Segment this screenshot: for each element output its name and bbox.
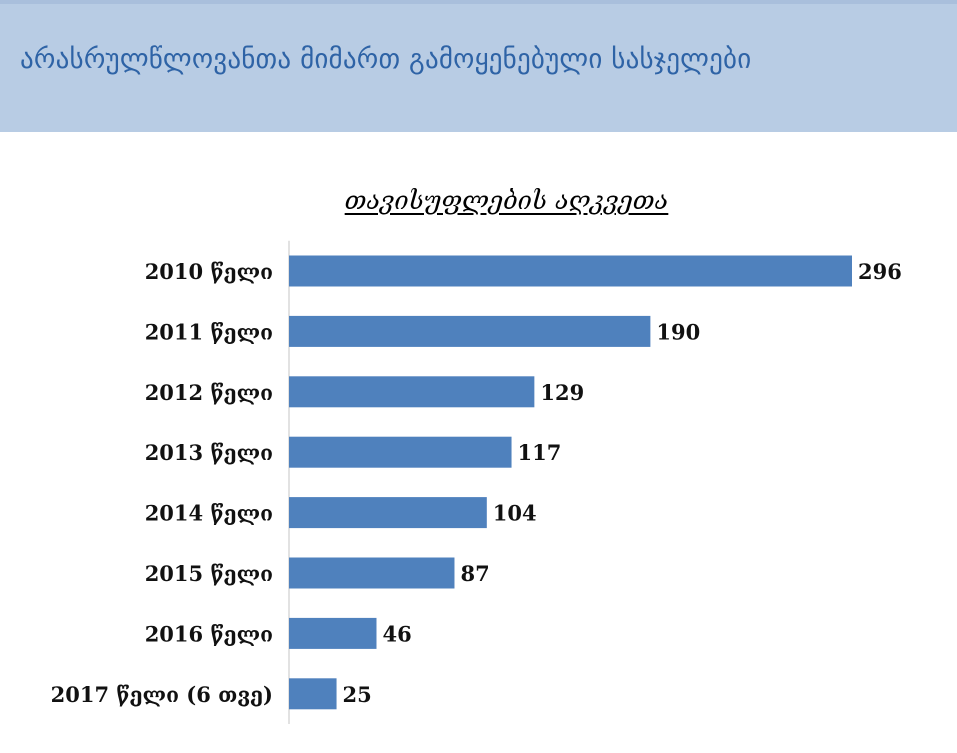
header-band <box>0 0 957 132</box>
bar <box>289 617 377 649</box>
bar <box>289 436 512 468</box>
category-label: 2010 წელი <box>145 259 273 284</box>
category-label: 2012 წელი <box>145 380 273 405</box>
value-label: 117 <box>518 440 562 465</box>
category-label: 2011 წელი <box>145 319 273 344</box>
bars-group: 2010 წელი 296 2011 წელი 190 2012 წელი 129 2013… <box>51 255 902 710</box>
category-label: 2014 წელი <box>145 501 273 526</box>
category-label: 2015 წელი <box>145 561 273 586</box>
bar <box>289 497 487 529</box>
bar <box>289 315 651 347</box>
value-label: 296 <box>858 259 902 284</box>
bar <box>289 678 337 710</box>
value-label: 46 <box>382 621 411 646</box>
value-label: 25 <box>343 682 372 707</box>
value-label: 129 <box>540 380 584 405</box>
category-label: 2013 წელი <box>145 440 273 465</box>
bar <box>289 557 455 589</box>
chart-title: თავისუფლების აღკვეთა <box>344 186 669 215</box>
value-label: 87 <box>460 561 489 586</box>
value-label: 190 <box>656 319 700 344</box>
category-label: 2017 წელი (6 თვე) <box>51 682 273 707</box>
page-title: არასრულწლოვანთა მიმართ გამოყენებული სასჯ… <box>20 44 752 75</box>
category-label: 2016 წელი <box>145 621 273 646</box>
bar <box>289 255 852 287</box>
value-label: 104 <box>493 501 537 526</box>
bar <box>289 376 535 408</box>
